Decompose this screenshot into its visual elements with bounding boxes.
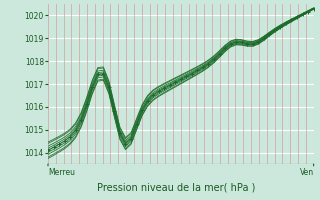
Text: Merreu: Merreu xyxy=(48,168,75,177)
Text: Ven: Ven xyxy=(300,168,314,177)
Text: Pression niveau de la mer( hPa ): Pression niveau de la mer( hPa ) xyxy=(97,182,255,192)
